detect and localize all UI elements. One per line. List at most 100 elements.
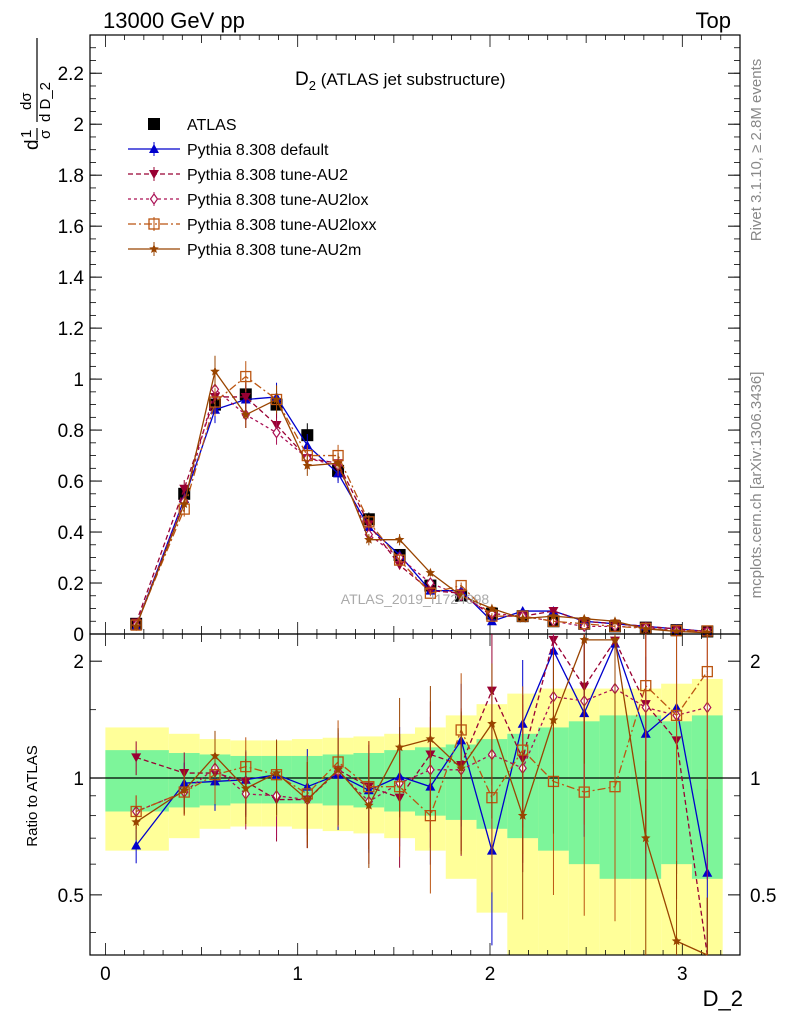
data-point-au2loxx (209, 396, 221, 408)
data-point-au2m (394, 534, 405, 544)
ratio-point-au2m (210, 750, 220, 760)
ylabel-sigma: σ (37, 129, 54, 139)
x-tick-label: 0 (100, 964, 111, 985)
y-tick-label: 0.6 (58, 472, 84, 493)
y-tick-label: 1.2 (58, 319, 84, 340)
ratio-y-tick-label: 0.5 (58, 886, 84, 907)
data-point-au2loxx (393, 554, 406, 566)
data-point-au2loxx (455, 579, 467, 592)
plot-title: D2 (ATLAS jet substructure) (295, 69, 506, 93)
data-point-au2m (241, 409, 251, 419)
legend-marker-data (148, 118, 160, 130)
legend-label-au2m: Pythia 8.308 tune-AU2m (187, 242, 361, 259)
legend-label-default: Pythia 8.308 default (187, 142, 329, 159)
ratio-point-au2loxx (670, 709, 683, 722)
data-point-au2m (333, 458, 343, 468)
series-au2m (131, 355, 713, 637)
ratio-point-au2m (425, 734, 436, 744)
y-tick-label: 1.6 (58, 217, 84, 238)
main-plot-area: 0 0.2 0.4 0.6 0.8 1 1.2 1.4 1.6 1.8 2 2.2 (58, 34, 741, 646)
ratio-point-au2loxx (609, 781, 621, 793)
data-point-au2 (179, 484, 190, 494)
ratio-point-au2loxx (640, 679, 652, 692)
ratio-point-au2m (333, 764, 343, 774)
data-point-au2m (302, 460, 313, 470)
data-point-au2loxx (363, 516, 375, 528)
mcplots-label: mcplots.cern.ch [arXiv:1306.3436] (748, 372, 765, 599)
ratio-point-au2m (302, 794, 313, 804)
ratio-point-au2m (641, 833, 651, 843)
legend-marker-au2loxx (148, 218, 160, 230)
ylabel-d: d (22, 139, 43, 150)
ratio-point-au2m (394, 742, 405, 752)
data-point-au2loxx (130, 619, 142, 631)
header-right-label: Top (696, 8, 731, 33)
data-point-au2loxx (424, 587, 437, 599)
legend-marker-au2 (149, 170, 159, 179)
ratio-point-au2m (271, 768, 282, 778)
ylabel-one: 1 (18, 130, 35, 138)
data-point-au2m (271, 394, 282, 404)
data-point-au2m (131, 621, 141, 631)
ratio-point-au2m (548, 715, 559, 725)
y-tick-label: 0.2 (58, 574, 84, 595)
rivet-version-label: Rivet 3.1.10, ≥ 2.8M events (748, 59, 765, 242)
ratio-point-au2m (179, 785, 189, 795)
data-point-au2m (487, 603, 497, 613)
ratio-point-au2m (579, 634, 589, 644)
main-y-axis-label: d 1 σ dσ d D_2 (18, 38, 54, 150)
legend-marker-au2lox (149, 192, 159, 206)
ylabel-dsigma: dσ (18, 92, 35, 110)
ratio-point-au2m (487, 718, 497, 728)
ratio-y-tick-label-right: 1 (750, 769, 761, 790)
y-tick-label: 0.8 (58, 421, 84, 442)
header-left-label: 13000 GeV pp (103, 8, 245, 33)
data-point-au2 (240, 392, 251, 402)
data-point-au2m (610, 616, 620, 626)
ylabel-dd2: d D_2 (37, 82, 54, 122)
data-point-au2m (517, 613, 528, 623)
data-point-au2m (364, 534, 374, 544)
x-axis-label: D_2 (703, 986, 743, 1011)
ratio-y-tick-label: 2 (73, 652, 84, 673)
ratio-point-default (131, 840, 142, 850)
ratio-y-axis-label: Ratio to ATLAS (24, 745, 41, 846)
x-tick-label: 3 (677, 964, 688, 985)
data-point-au2m (210, 366, 220, 376)
y-tick-label: 1.8 (58, 166, 84, 187)
legend-label-au2loxx: Pythia 8.308 tune-AU2loxx (187, 217, 376, 234)
x-tick-label: 1 (292, 964, 303, 985)
data-point-au2loxx (640, 622, 652, 635)
analysis-watermark: ATLAS_2019_I1724098 (341, 591, 490, 607)
legend: ATLAS Pythia 8.308 default Pythia 8.308 tu… (128, 117, 376, 259)
legend-marker-default (149, 144, 159, 153)
ratio-point-au2m (517, 810, 528, 820)
data-point-au2m (671, 626, 682, 636)
ratio-series-au2m (131, 634, 708, 956)
data-point-au2m (425, 567, 436, 577)
data-point-au2m (456, 590, 466, 600)
y-tick-label: 2 (73, 115, 84, 136)
title-rest: (ATLAS jet substructure) (316, 70, 506, 89)
ratio-point-au2loxx (578, 786, 590, 798)
ratio-point-au2m (131, 817, 141, 827)
data-point-au2m (179, 499, 189, 508)
legend-label-au2lox: Pythia 8.308 tune-AU2lox (187, 192, 368, 209)
ratio-frame (89, 633, 741, 956)
legend-label-data: ATLAS (187, 117, 237, 134)
data-point-au2m (641, 623, 651, 633)
legend-label-au2: Pythia 8.308 tune-AU2 (187, 167, 348, 184)
legend-marker-au2m (149, 244, 159, 253)
ratio-point-au2m (671, 936, 682, 946)
ratio-point-au2m (456, 763, 466, 773)
ratio-y-tick-label-right: 2 (750, 652, 761, 673)
data-point-au2m (579, 613, 589, 623)
y-tick-label: 1 (73, 370, 84, 391)
title-main: D (295, 69, 309, 90)
title-subscript: 2 (309, 78, 316, 93)
y-tick-label: 0.4 (58, 523, 85, 544)
x-tick-label: 2 (485, 964, 496, 985)
data-point-au2lox (272, 426, 281, 439)
ratio-point-au2 (131, 753, 142, 763)
